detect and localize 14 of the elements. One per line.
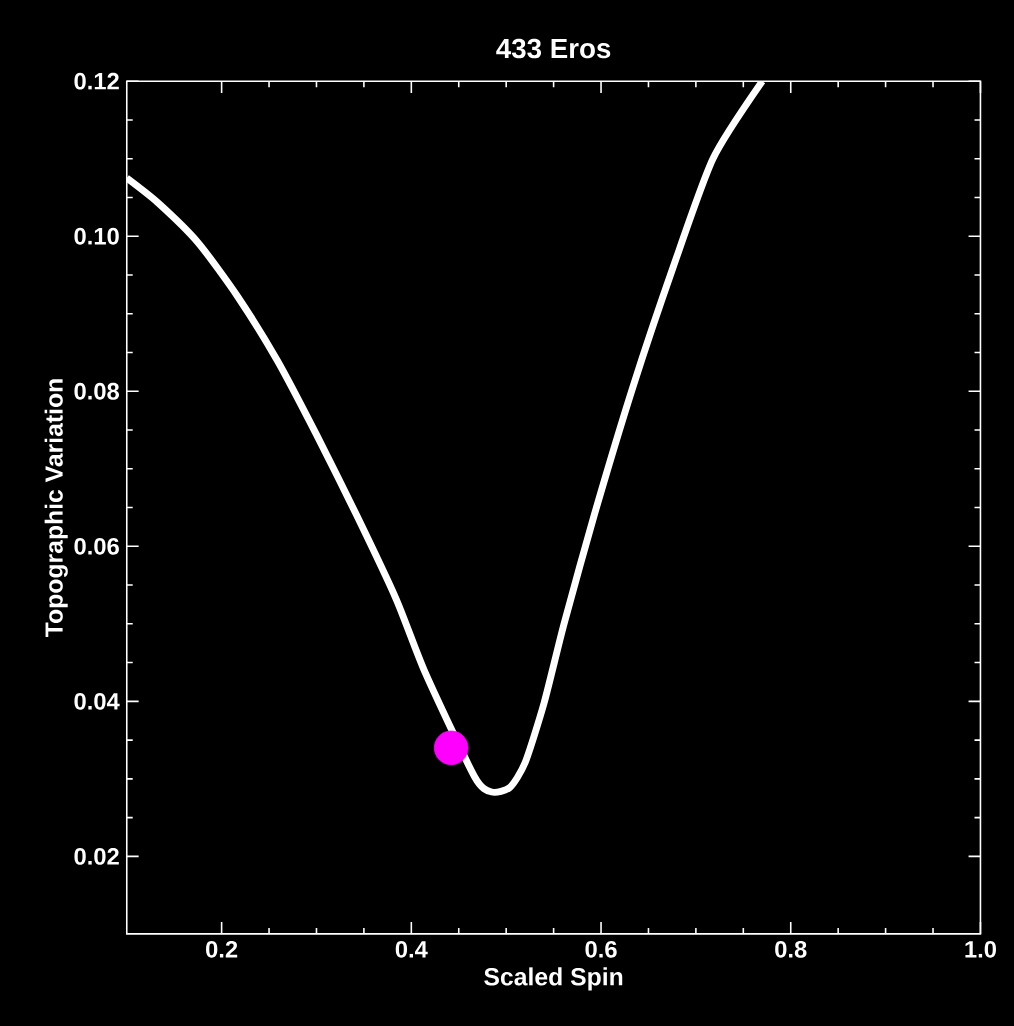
x-axis-title: Scaled Spin — [484, 967, 623, 991]
x-tick-label: 0.4 — [395, 940, 428, 958]
y-tick-label: 0.08 — [74, 382, 119, 400]
x-tick-label: 1.0 — [965, 940, 996, 958]
y-tick-label: 0.04 — [74, 692, 120, 710]
x-tick-label: 0.8 — [775, 940, 807, 958]
chart-title: 433 Eros — [496, 38, 611, 59]
y-tick-label: 0.06 — [74, 537, 119, 555]
x-tick-label: 0.2 — [205, 940, 238, 958]
y-tick-label: 0.02 — [74, 847, 119, 865]
y-tick-label: 0.12 — [74, 72, 119, 90]
y-axis-title: Topographic Variation — [44, 379, 68, 638]
x-tick-label: 0.6 — [585, 940, 617, 958]
y-tick-label: 0.10 — [74, 227, 119, 245]
